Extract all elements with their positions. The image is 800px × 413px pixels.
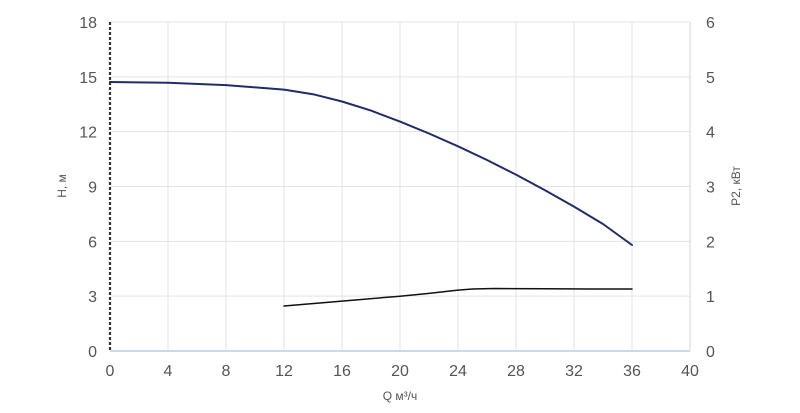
y-tick-label: 0: [88, 344, 97, 361]
y-tick-label: 3: [88, 289, 97, 306]
y2-tick-label: 2: [706, 234, 715, 251]
y2-tick-label: 6: [706, 15, 715, 32]
y2-tick-label: 3: [706, 180, 715, 197]
y2-tick-label: 1: [706, 289, 715, 306]
x-tick-label: 28: [507, 363, 525, 380]
y-tick-label: 9: [88, 180, 97, 197]
y2-axis-title: P2, кВт: [729, 166, 743, 206]
x-tick-label: 0: [106, 363, 115, 380]
y-tick-label: 15: [79, 70, 97, 87]
axes: [108, 22, 691, 352]
series-lines: [109, 81, 633, 307]
x-tick-label: 12: [275, 363, 293, 380]
y-tick-label: 6: [88, 234, 97, 251]
grid-lines: [110, 21, 691, 351]
x-tick-label: 36: [623, 363, 641, 380]
x-tick-label: 24: [449, 363, 467, 380]
y2-tick-label: 4: [706, 125, 715, 142]
x-tick-label: 4: [164, 363, 173, 380]
x-axis-title: Q м³/ч: [383, 389, 418, 403]
x-tick-label: 40: [681, 363, 699, 380]
x-tick-label: 8: [222, 363, 231, 380]
power-curve-line: [283, 287, 633, 307]
x-tick-label: 32: [565, 363, 583, 380]
y-tick-label: 12: [79, 125, 97, 142]
x-tick-label: 20: [391, 363, 409, 380]
y-axis-title: H, м: [55, 174, 69, 198]
x-tick-label: 16: [333, 363, 351, 380]
y-tick-label: 18: [79, 15, 97, 32]
y2-tick-label: 0: [706, 344, 715, 361]
head-curve-line: [109, 81, 633, 246]
y2-tick-label: 5: [706, 70, 715, 87]
